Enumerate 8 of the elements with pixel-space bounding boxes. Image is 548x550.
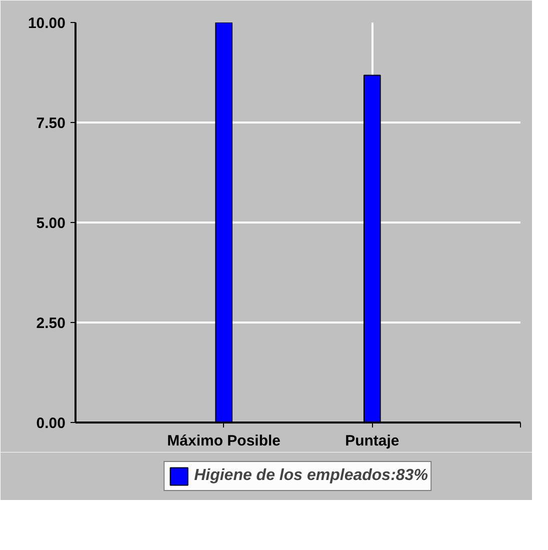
x-tick-label: Puntaje <box>345 432 400 450</box>
y-tick-label: 7.50 <box>36 115 66 132</box>
y-tick-label: 10.00 <box>28 15 66 32</box>
x-tick-label: Máximo Posible <box>167 432 281 450</box>
y-tick-label: 2.50 <box>36 315 66 332</box>
y-tick-label: 5.00 <box>36 215 66 232</box>
legend-label: Higiene de los empleados:83% <box>194 467 428 485</box>
y-tick-label: 0.00 <box>36 415 66 432</box>
